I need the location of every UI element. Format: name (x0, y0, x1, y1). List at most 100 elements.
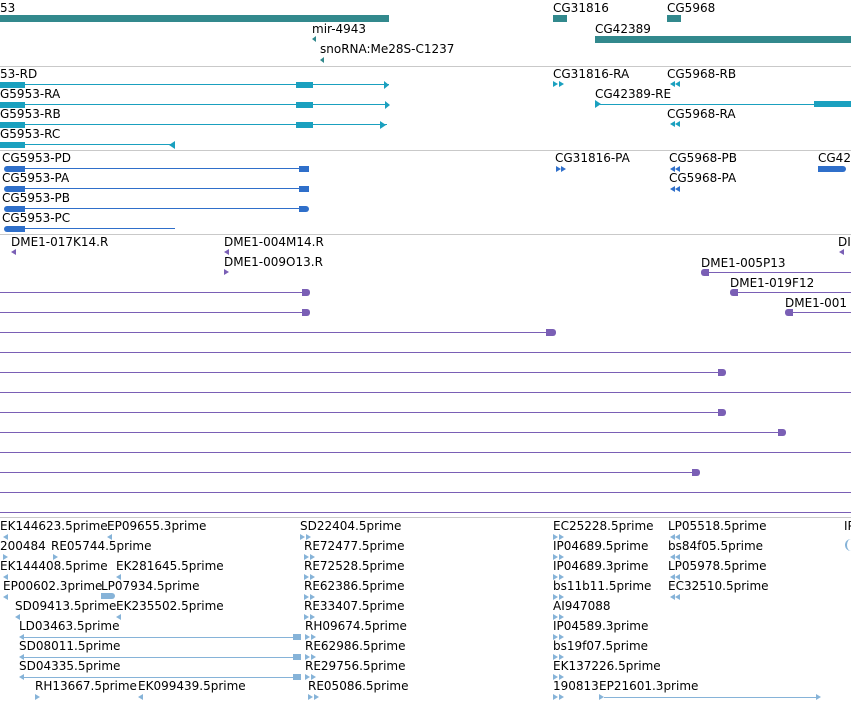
clone-head[interactable] (785, 309, 793, 316)
est-label[interactable]: RE33407.5prime (304, 599, 405, 613)
protein-label-cg5968-pa[interactable]: CG5968-PA (669, 171, 737, 185)
est-arrow[interactable] (675, 594, 680, 600)
protein-segment[interactable] (4, 226, 25, 232)
est-label[interactable]: LD03463.5prime (19, 619, 120, 633)
est-arrow[interactable] (311, 674, 316, 680)
est-arrow[interactable] (675, 534, 680, 540)
est-arrow[interactable] (559, 634, 564, 640)
gene-label-cg42389[interactable]: CG42389 (595, 22, 651, 36)
est-arrow[interactable] (304, 614, 309, 620)
est-arrow[interactable] (559, 674, 564, 680)
gene-arrow-snorna[interactable] (320, 57, 324, 63)
gene-bar-cg42389[interactable] (595, 36, 851, 43)
protein-segment[interactable] (818, 166, 846, 172)
est-arrow[interactable] (675, 574, 680, 580)
clone-head[interactable] (302, 289, 310, 296)
transcript-arrow[interactable] (670, 81, 675, 87)
transcript-exon[interactable] (0, 82, 25, 88)
est-arrow[interactable] (116, 614, 121, 620)
est-arrow[interactable] (311, 634, 316, 640)
protein-segment[interactable] (299, 166, 309, 172)
est-label[interactable]: RE62386.5prime (304, 579, 405, 593)
est-label[interactable]: RE72528.5prime (304, 559, 405, 573)
est-arrow[interactable] (599, 694, 604, 700)
est-label[interactable]: EP00602.3prime (3, 579, 103, 593)
est-arrow[interactable] (19, 634, 24, 640)
est-arrow[interactable] (559, 594, 564, 600)
est-arrow[interactable] (559, 574, 564, 580)
transcript-label-rc[interactable]: G5953-RC (0, 127, 61, 141)
transcript-arrow[interactable] (675, 121, 680, 127)
transcript-exon[interactable] (0, 142, 25, 148)
transcript-exon[interactable] (0, 102, 25, 108)
est-arrow[interactable] (305, 654, 310, 660)
transcript-label-cg31816-ra[interactable]: CG31816-RA (553, 67, 630, 81)
est-label[interactable]: IP04589.3prime (553, 619, 649, 633)
est-arrow[interactable] (553, 554, 558, 560)
est-label[interactable]: RE05744.5prime (51, 539, 152, 553)
transcript-exon[interactable] (0, 122, 25, 128)
clone-head[interactable] (778, 429, 786, 436)
est-arrow[interactable] (670, 574, 675, 580)
est-label[interactable]: LP05518.5prime (668, 519, 767, 533)
est-arrow[interactable] (559, 614, 564, 620)
est-label[interactable]: EC32510.5prime (668, 579, 769, 593)
transcript-arrow[interactable] (670, 121, 675, 127)
est-label[interactable]: RE29756.5prime (305, 659, 406, 673)
est-label[interactable]: RH09674.5prime (305, 619, 407, 633)
est-block[interactable] (101, 593, 115, 599)
est-arrow[interactable] (559, 694, 564, 700)
est-arrow[interactable] (553, 594, 558, 600)
est-label[interactable]: EC25228.5prime (553, 519, 654, 533)
protein-label-pc[interactable]: CG5953-PC (2, 211, 71, 225)
est-arrow[interactable] (138, 694, 143, 700)
est-label[interactable]: RE72477.5prime (304, 539, 405, 553)
est-arrow[interactable] (553, 654, 558, 660)
clone-label[interactable]: DME1-005P13 (701, 256, 786, 270)
est-arrow[interactable] (559, 554, 564, 560)
est-block[interactable] (293, 674, 301, 680)
protein-arrow[interactable] (670, 166, 675, 172)
est-arrow[interactable] (553, 674, 558, 680)
est-arrow[interactable] (816, 694, 821, 700)
est-label[interactable]: bs84f05.5prime (668, 539, 764, 553)
protein-segment[interactable] (4, 206, 25, 212)
est-arrow[interactable] (559, 654, 564, 660)
est-label[interactable]: EK137226.5prime (553, 659, 661, 673)
est-arrow[interactable] (311, 654, 316, 660)
protein-arrow[interactable] (670, 186, 675, 192)
protein-label-pb[interactable]: CG5953-PB (2, 191, 71, 205)
transcript-arrow[interactable] (675, 81, 680, 87)
protein-label-cg5968-pb[interactable]: CG5968-PB (669, 151, 738, 165)
est-arrow[interactable] (559, 534, 564, 540)
clone-head[interactable] (302, 309, 310, 316)
est-arrow[interactable] (35, 694, 40, 700)
est-label[interactable]: IP04689.3prime (553, 559, 649, 573)
est-arrow[interactable] (107, 534, 112, 540)
clone-label[interactable]: DME1-017K14.R (11, 235, 109, 249)
protein-segment[interactable] (299, 186, 309, 192)
est-label[interactable]: IP (844, 519, 851, 533)
protein-arrow[interactable] (675, 186, 680, 192)
clone-label[interactable]: DME1-009O13.R (224, 255, 323, 269)
est-arrow[interactable] (306, 534, 311, 540)
est-label[interactable]: EK281645.5prime (116, 559, 224, 573)
clone-head[interactable] (718, 369, 726, 376)
est-label[interactable]: AI947088 (553, 599, 611, 613)
est-label[interactable]: EK144408.5prime (0, 559, 108, 573)
gene-arrow-mir-4943[interactable] (312, 36, 316, 42)
protein-label-cg42389[interactable]: CG42 (818, 151, 851, 165)
protein-segment[interactable] (4, 186, 25, 192)
clone-arrow[interactable] (11, 249, 16, 255)
clone-head[interactable] (701, 269, 709, 276)
transcript-exon[interactable] (296, 122, 313, 128)
est-label[interactable]: SD09413.5prime (15, 599, 117, 613)
est-label[interactable]: bs19f07.5prime (553, 639, 649, 653)
gene-bar-cg5953[interactable] (0, 15, 389, 22)
est-arrow[interactable] (553, 634, 558, 640)
protein-arrow[interactable] (556, 166, 561, 172)
est-arrow[interactable] (3, 554, 8, 560)
est-block[interactable] (293, 634, 301, 640)
clone-head[interactable] (692, 469, 700, 476)
protein-segment[interactable] (4, 166, 25, 172)
